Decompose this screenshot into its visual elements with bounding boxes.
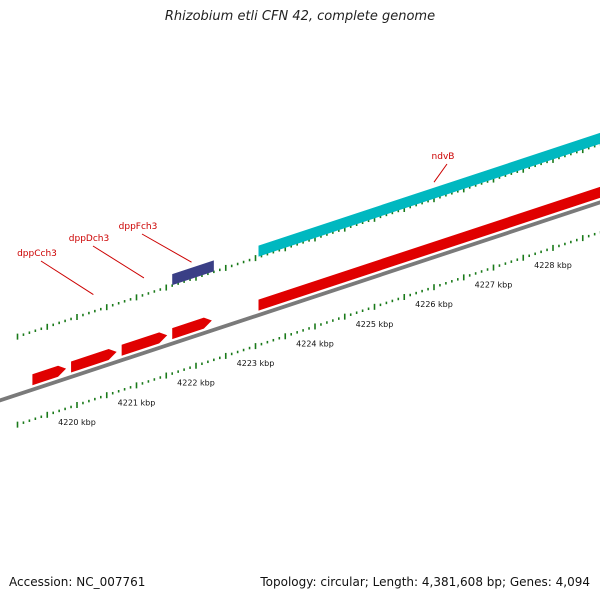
map-title: Rhizobium etli CFN 42, complete genome [164, 9, 436, 24]
ruler-tick-label: 4220 kbp [58, 418, 96, 427]
gene-track [32, 186, 600, 386]
cds-track [172, 132, 600, 286]
gene-arrow [258, 186, 600, 311]
cds-bar [172, 260, 214, 286]
accession-text: Accession: NC_007761 [9, 575, 146, 589]
feature-label: dppFch3 [119, 222, 158, 232]
cds-bar [258, 132, 600, 257]
feature-leader-line [40, 260, 94, 296]
feature-label: dppCch3 [17, 249, 57, 259]
feature-label: ndvB [432, 152, 455, 162]
ruler-tick-label: 4228 kbp [534, 261, 572, 270]
ruler-tick-label: 4225 kbp [356, 320, 394, 329]
feature-leader-line [92, 245, 145, 279]
genome-backbone [0, 200, 600, 403]
ruler-tick-label: 4227 kbp [475, 281, 513, 290]
feature-leader-line [433, 163, 448, 183]
gene-arrow [121, 332, 168, 356]
ruler-tick-label: 4221 kbp [118, 398, 156, 407]
inner-tick-dots [16, 230, 600, 428]
ruler-tick-label: 4226 kbp [415, 300, 453, 309]
gene-arrow [71, 349, 117, 373]
feature-labels: dppCch3 dppDch3 dppFch3 ndvB [17, 152, 455, 296]
gene-arrow [32, 365, 67, 386]
ruler-tick-label: 4222 kbp [177, 379, 215, 388]
feature-label: dppDch3 [69, 234, 109, 244]
backbone-line [0, 200, 600, 403]
ruler-tick-label: 4223 kbp [237, 359, 275, 368]
ruler-labels: 4220 kbp 4221 kbp 4222 kbp 4223 kbp 4224 kbp… [58, 261, 572, 427]
feature-leader-line [141, 233, 192, 263]
genome-summary-text: Topology: circular; Length: 4,381,608 bp… [260, 575, 590, 589]
gene-arrow [172, 317, 212, 340]
ruler-tick-label: 4224 kbp [296, 339, 334, 348]
